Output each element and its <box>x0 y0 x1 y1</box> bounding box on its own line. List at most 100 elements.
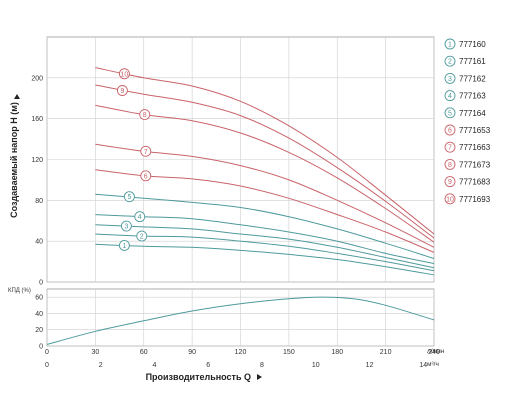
legend-entry-9: 7771683 <box>459 178 491 187</box>
efficiency-y-axis-title: КПД (%) <box>8 288 31 294</box>
x-tick-label-lmin: 90 <box>188 349 196 356</box>
legend-marker-label-3: 3 <box>448 76 452 83</box>
x-tick-label-lmin: 0 <box>45 349 49 356</box>
x-tick-label-m3h: 10 <box>312 362 320 369</box>
x-tick-label-lmin: 150 <box>283 349 295 356</box>
legend-marker-2 <box>444 55 456 67</box>
legend-marker-8 <box>444 158 456 170</box>
x-tick-label-m3h: 14 <box>419 362 427 369</box>
curve-marker-9 <box>116 85 128 96</box>
x-tick-label-lmin: 180 <box>331 349 343 356</box>
head-y-tick-label: 80 <box>35 198 43 205</box>
x-tick-label-m3h: 8 <box>260 362 264 369</box>
efficiency-series-group <box>46 296 435 345</box>
legend-marker-5 <box>444 107 456 119</box>
curve-marker-8 <box>139 109 151 121</box>
curve-marker-label-1: 1 <box>122 243 126 250</box>
legend-marker-label-7: 7 <box>448 145 452 152</box>
legend: 1 777160 2 777161 3 777162 4 777163 5 777164 6 7771… <box>444 38 491 205</box>
efficiency-curve <box>46 296 435 345</box>
legend-marker-label-9: 9 <box>448 179 452 186</box>
legend-marker-label-5: 5 <box>448 110 452 117</box>
curve-marker-label-2: 2 <box>140 234 144 241</box>
curve-marker-10 <box>118 68 130 80</box>
head-y-axis-title: Создаваемый напор H (м) <box>9 102 19 218</box>
legend-entry-1: 777160 <box>459 40 486 49</box>
head-y-tick-label: 160 <box>31 116 43 123</box>
head-curve-4 <box>95 214 435 265</box>
head-curve-9 <box>95 84 435 239</box>
head-curve-10 <box>95 67 435 235</box>
curve-marker-4 <box>134 211 146 223</box>
legend-marker-label-8: 8 <box>448 162 452 169</box>
legend-entry-10: 7771693 <box>459 195 491 204</box>
x-tick-label-lmin: 240 <box>428 349 440 356</box>
efficiency-y-tick-label: 20 <box>35 327 43 334</box>
head-y-tick-label: 120 <box>31 157 43 164</box>
x-tick-label-m3h: 6 <box>206 362 210 369</box>
x-tick-label-m3h: 4 <box>153 362 157 369</box>
legend-marker-label-4: 4 <box>448 93 452 100</box>
x-unit-m3h: м³/ч <box>427 361 439 368</box>
x-tick-label-lmin: 60 <box>140 349 148 356</box>
efficiency-panel-grid <box>46 288 435 347</box>
legend-entry-5: 777164 <box>459 109 486 118</box>
head-curve-1 <box>95 243 435 276</box>
x-axis-arrow-icon <box>257 374 262 380</box>
head-curve-3 <box>95 224 435 269</box>
legend-marker-4 <box>444 90 456 102</box>
head-y-tick-label: 40 <box>35 239 43 246</box>
legend-entry-4: 777163 <box>459 92 486 101</box>
x-tick-label-m3h: 2 <box>99 362 103 369</box>
head-curve-5 <box>95 193 435 259</box>
curve-marker-label-7: 7 <box>144 149 148 156</box>
legend-marker-10 <box>444 193 456 205</box>
curve-marker-label-5: 5 <box>127 194 131 201</box>
x-tick-label-m3h: 12 <box>366 362 374 369</box>
curve-marker-7 <box>140 145 152 157</box>
curve-marker-label-6: 6 <box>144 173 148 180</box>
legend-marker-3 <box>444 72 456 84</box>
curve-marker-label-9: 9 <box>120 88 124 95</box>
head-y-tick-label: 200 <box>31 75 43 82</box>
x-unit-lmin: л/мин <box>427 348 445 355</box>
x-tick-label-lmin: 30 <box>91 349 99 356</box>
legend-entry-3: 777162 <box>459 74 486 83</box>
curve-marker-label-8: 8 <box>143 112 147 119</box>
head-series-group: 1 2 3 4 5 6 7 8 9 10 <box>95 67 435 276</box>
curve-marker-1 <box>118 240 130 251</box>
legend-entry-6: 7771653 <box>459 126 491 135</box>
curve-marker-6 <box>140 170 152 182</box>
head-y-axis-arrow-icon <box>14 94 20 99</box>
head-curve-6 <box>95 169 435 253</box>
legend-marker-label-6: 6 <box>448 128 452 135</box>
curve-marker-2 <box>136 230 148 242</box>
efficiency-y-tick-label: 40 <box>35 311 43 318</box>
x-tick-label-lmin: 210 <box>380 349 392 356</box>
curve-marker-label-10: 10 <box>121 71 129 78</box>
legend-marker-9 <box>444 176 456 188</box>
curve-marker-label-3: 3 <box>124 224 128 231</box>
legend-entry-7: 7771663 <box>459 143 491 152</box>
efficiency-y-tick-label: 0 <box>39 344 43 351</box>
head-panel-grid <box>46 36 435 283</box>
x-axis-title: Производительность Q <box>146 372 251 382</box>
curve-marker-label-4: 4 <box>138 214 142 221</box>
legend-marker-6 <box>444 124 456 136</box>
legend-entry-2: 777161 <box>459 57 486 66</box>
curve-marker-5 <box>123 191 135 203</box>
efficiency-y-tick-label: 60 <box>35 295 43 302</box>
head-curve-2 <box>95 233 435 272</box>
legend-entry-8: 7771673 <box>459 160 491 169</box>
legend-marker-label-2: 2 <box>448 59 452 66</box>
legend-marker-label-10: 10 <box>446 196 454 203</box>
legend-marker-1 <box>444 38 456 50</box>
x-tick-label-lmin: 120 <box>235 349 247 356</box>
legend-marker-7 <box>444 141 456 153</box>
x-tick-label-m3h: 0 <box>45 362 49 369</box>
curve-marker-3 <box>120 220 132 232</box>
legend-marker-label-1: 1 <box>448 42 452 49</box>
head-y-tick-label: 0 <box>39 280 43 287</box>
